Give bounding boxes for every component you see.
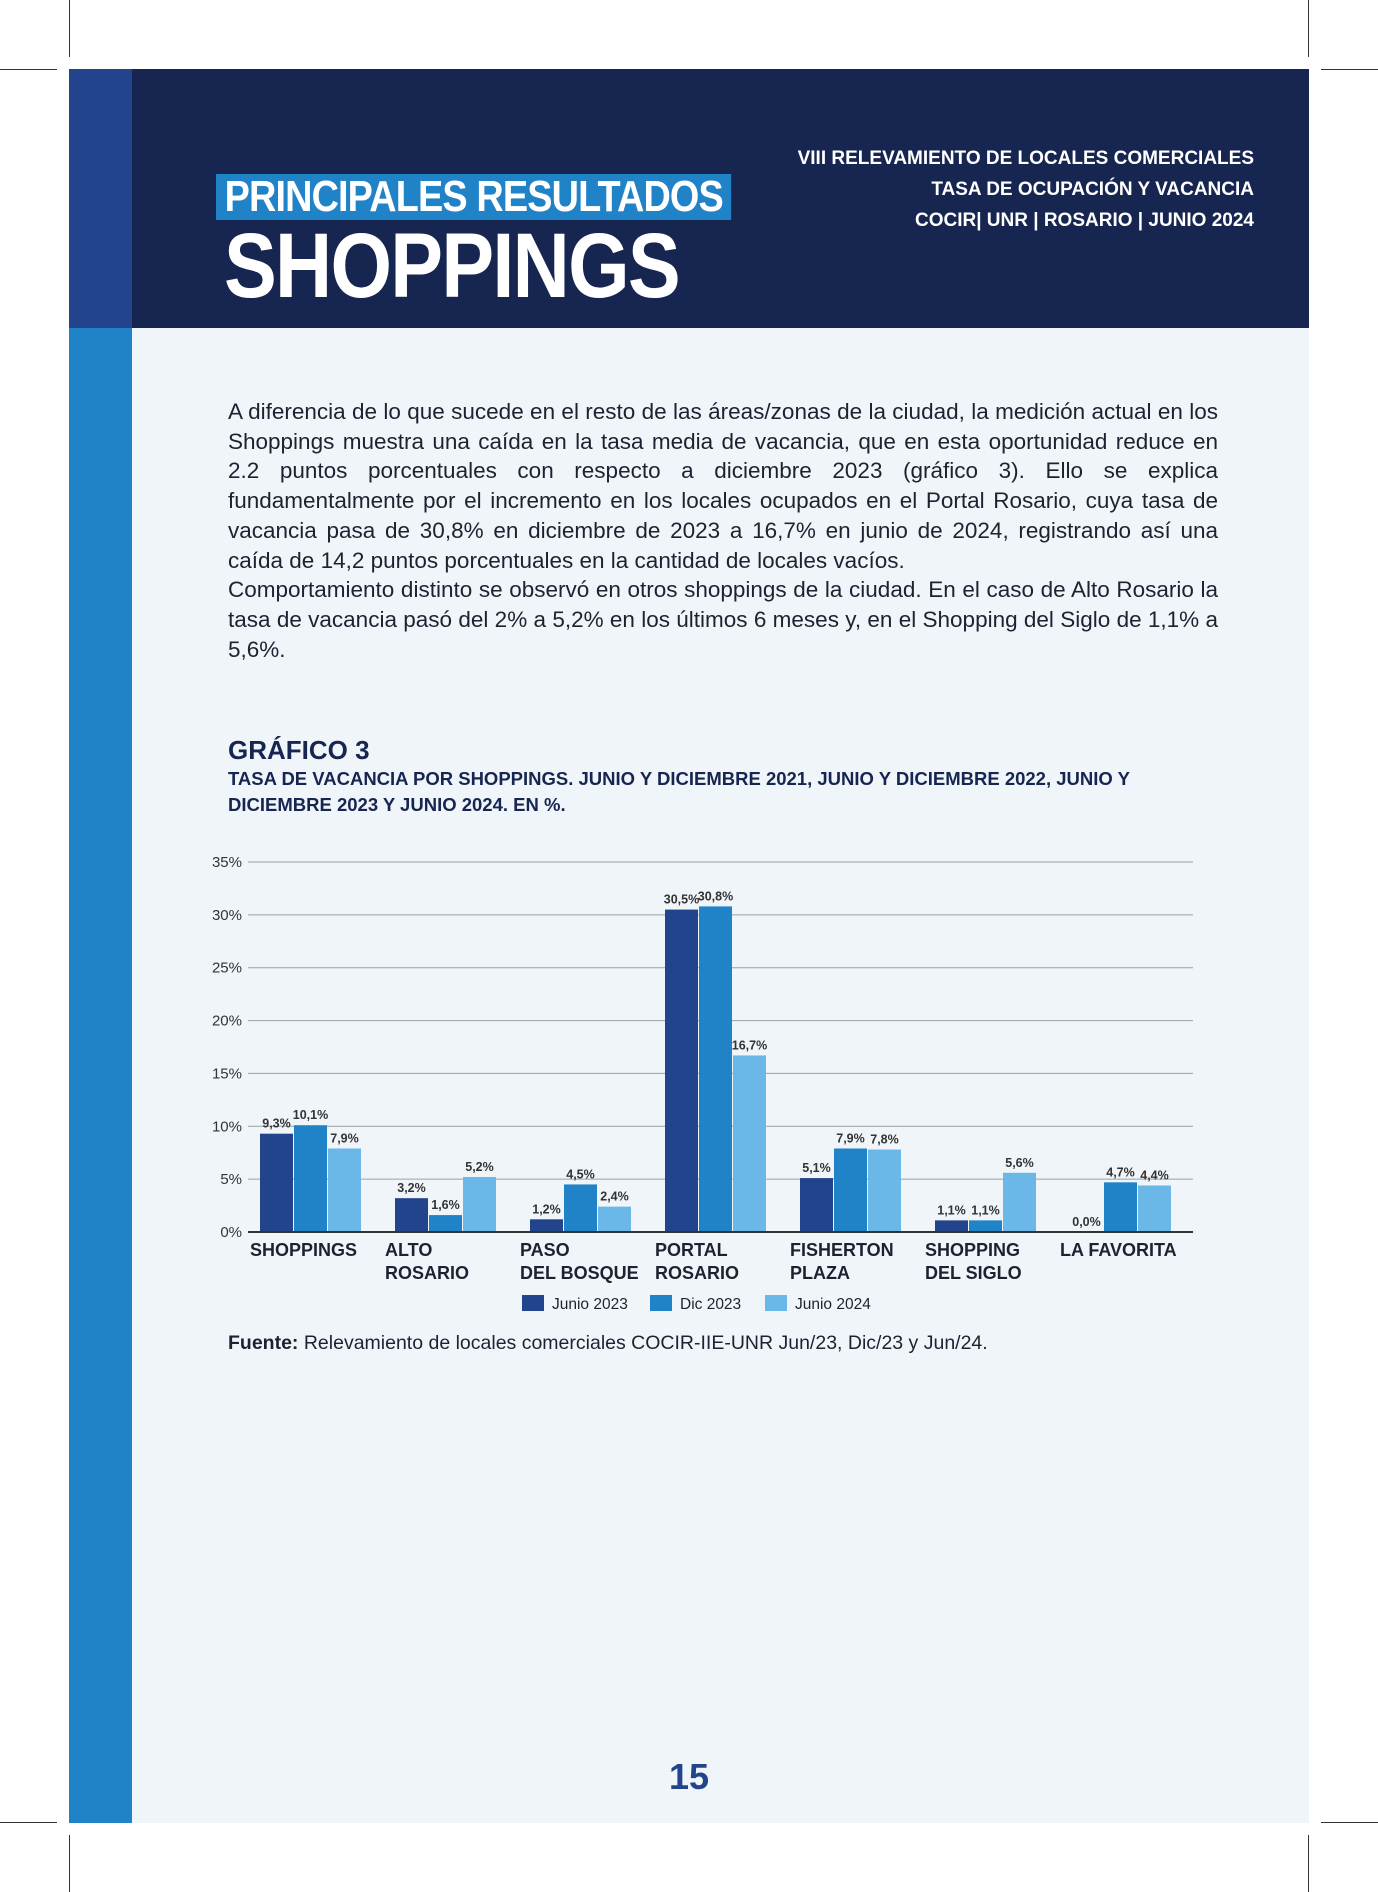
crop-mark	[1308, 1835, 1309, 1892]
data-label: 7,9%	[330, 1131, 359, 1145]
bar-chart: 0%5%10%15%20%25%30%35%9,3%10,1%7,9%SHOPP…	[212, 854, 1193, 1313]
page-title: SHOPPINGS	[224, 215, 681, 317]
data-label: 1,6%	[431, 1198, 460, 1212]
data-label: 9,3%	[262, 1117, 291, 1131]
left-accent-bar-top	[69, 69, 132, 328]
bar	[1104, 1182, 1137, 1232]
chart-subtitle: TASA DE VACANCIA POR SHOPPINGS. JUNIO Y …	[228, 768, 1130, 815]
legend-swatch	[522, 1295, 544, 1311]
chart-source: Fuente: Relevamiento de locales comercia…	[228, 1332, 988, 1355]
y-tick-label: 20%	[212, 1013, 242, 1030]
crop-mark	[0, 1822, 57, 1823]
x-tick-label: ALTO	[385, 1240, 432, 1260]
data-label: 3,2%	[397, 1181, 426, 1195]
x-tick-label: SHOPPINGS	[250, 1240, 357, 1260]
paragraph: A diferencia de lo que sucede en el rest…	[228, 399, 1218, 573]
bar	[429, 1215, 462, 1232]
data-label: 7,8%	[870, 1133, 899, 1147]
crop-mark	[1321, 1822, 1378, 1823]
data-label: 16,7%	[732, 1038, 767, 1052]
page-number: 15	[668, 1756, 710, 1797]
bar	[260, 1133, 293, 1232]
legend-label: Junio 2023	[552, 1296, 628, 1313]
bar	[834, 1148, 867, 1232]
crop-mark	[1321, 69, 1378, 70]
paragraph: Comportamiento distinto se observó en ot…	[228, 577, 1218, 662]
source-label: Fuente:	[228, 1332, 299, 1354]
bar	[665, 909, 698, 1232]
data-label: 2,4%	[600, 1190, 629, 1204]
left-accent-bar	[69, 69, 132, 1823]
x-tick-label: PASO	[520, 1240, 570, 1260]
data-label: 4,5%	[566, 1167, 595, 1181]
y-tick-label: 35%	[212, 854, 242, 871]
bar	[530, 1219, 563, 1232]
x-tick-label: PORTAL	[655, 1240, 728, 1260]
bar	[733, 1055, 766, 1232]
bar	[699, 906, 732, 1232]
y-tick-label: 10%	[212, 1118, 242, 1135]
x-tick-label: DEL BOSQUE	[520, 1263, 639, 1283]
data-label: 1,1%	[971, 1203, 1000, 1217]
body-text: A diferencia de lo que sucede en el rest…	[228, 397, 1218, 664]
bar	[868, 1149, 901, 1232]
data-label: 1,2%	[532, 1202, 561, 1216]
chart-number: GRÁFICO 3	[228, 735, 370, 765]
bar	[463, 1177, 496, 1232]
legend-swatch	[650, 1295, 672, 1311]
bar	[395, 1198, 428, 1232]
bar	[969, 1220, 1002, 1232]
data-label: 1,1%	[937, 1203, 966, 1217]
bar	[598, 1206, 631, 1232]
crop-mark	[69, 0, 70, 57]
report-meta: VIII RELEVAMIENTO DE LOCALES COMERCIALES…	[798, 143, 1254, 236]
data-label: 5,6%	[1005, 1156, 1034, 1170]
source-text: Relevamiento de locales comerciales COCI…	[298, 1332, 988, 1354]
x-tick-label: ROSARIO	[385, 1263, 469, 1283]
x-tick-label: ROSARIO	[655, 1263, 739, 1283]
data-label: 30,8%	[698, 889, 733, 903]
y-tick-label: 0%	[220, 1224, 242, 1241]
crop-mark	[0, 69, 57, 70]
bar	[328, 1148, 361, 1232]
x-tick-label: FISHERTON	[790, 1240, 894, 1260]
data-label: 5,1%	[802, 1161, 831, 1175]
data-label: 30,5%	[664, 893, 699, 907]
data-label: 10,1%	[293, 1108, 328, 1122]
data-label: 7,9%	[836, 1131, 865, 1145]
data-label: 4,7%	[1106, 1165, 1135, 1179]
report-meta-line: COCIR| UNR | ROSARIO | JUNIO 2024	[914, 210, 1254, 231]
y-tick-label: 5%	[220, 1171, 242, 1188]
data-label: 0,0%	[1072, 1215, 1101, 1229]
x-tick-label: SHOPPING	[925, 1240, 1020, 1260]
legend-swatch	[765, 1295, 787, 1311]
y-tick-label: 30%	[212, 907, 242, 924]
legend-label: Junio 2024	[795, 1296, 871, 1313]
bar	[1003, 1172, 1036, 1232]
data-label: 4,4%	[1140, 1168, 1169, 1182]
bar	[935, 1220, 968, 1232]
report-meta-line: VIII RELEVAMIENTO DE LOCALES COMERCIALES	[797, 148, 1254, 169]
data-label: 5,2%	[465, 1160, 494, 1174]
legend-label: Dic 2023	[680, 1296, 741, 1313]
y-tick-label: 25%	[212, 960, 242, 977]
crop-mark	[1308, 0, 1309, 57]
section-kicker: PRINCIPALES RESULTADOS	[216, 174, 732, 220]
bar	[294, 1125, 327, 1232]
x-tick-label: LA FAVORITA	[1060, 1240, 1177, 1260]
x-tick-label: DEL SIGLO	[925, 1263, 1022, 1283]
bar	[800, 1178, 833, 1232]
crop-mark	[69, 1835, 70, 1892]
report-meta-line: TASA DE OCUPACIÓN Y VACANCIA	[931, 179, 1254, 200]
bar	[1138, 1185, 1171, 1232]
y-tick-label: 15%	[212, 1065, 242, 1082]
bar	[564, 1184, 597, 1232]
x-tick-label: PLAZA	[790, 1263, 850, 1283]
